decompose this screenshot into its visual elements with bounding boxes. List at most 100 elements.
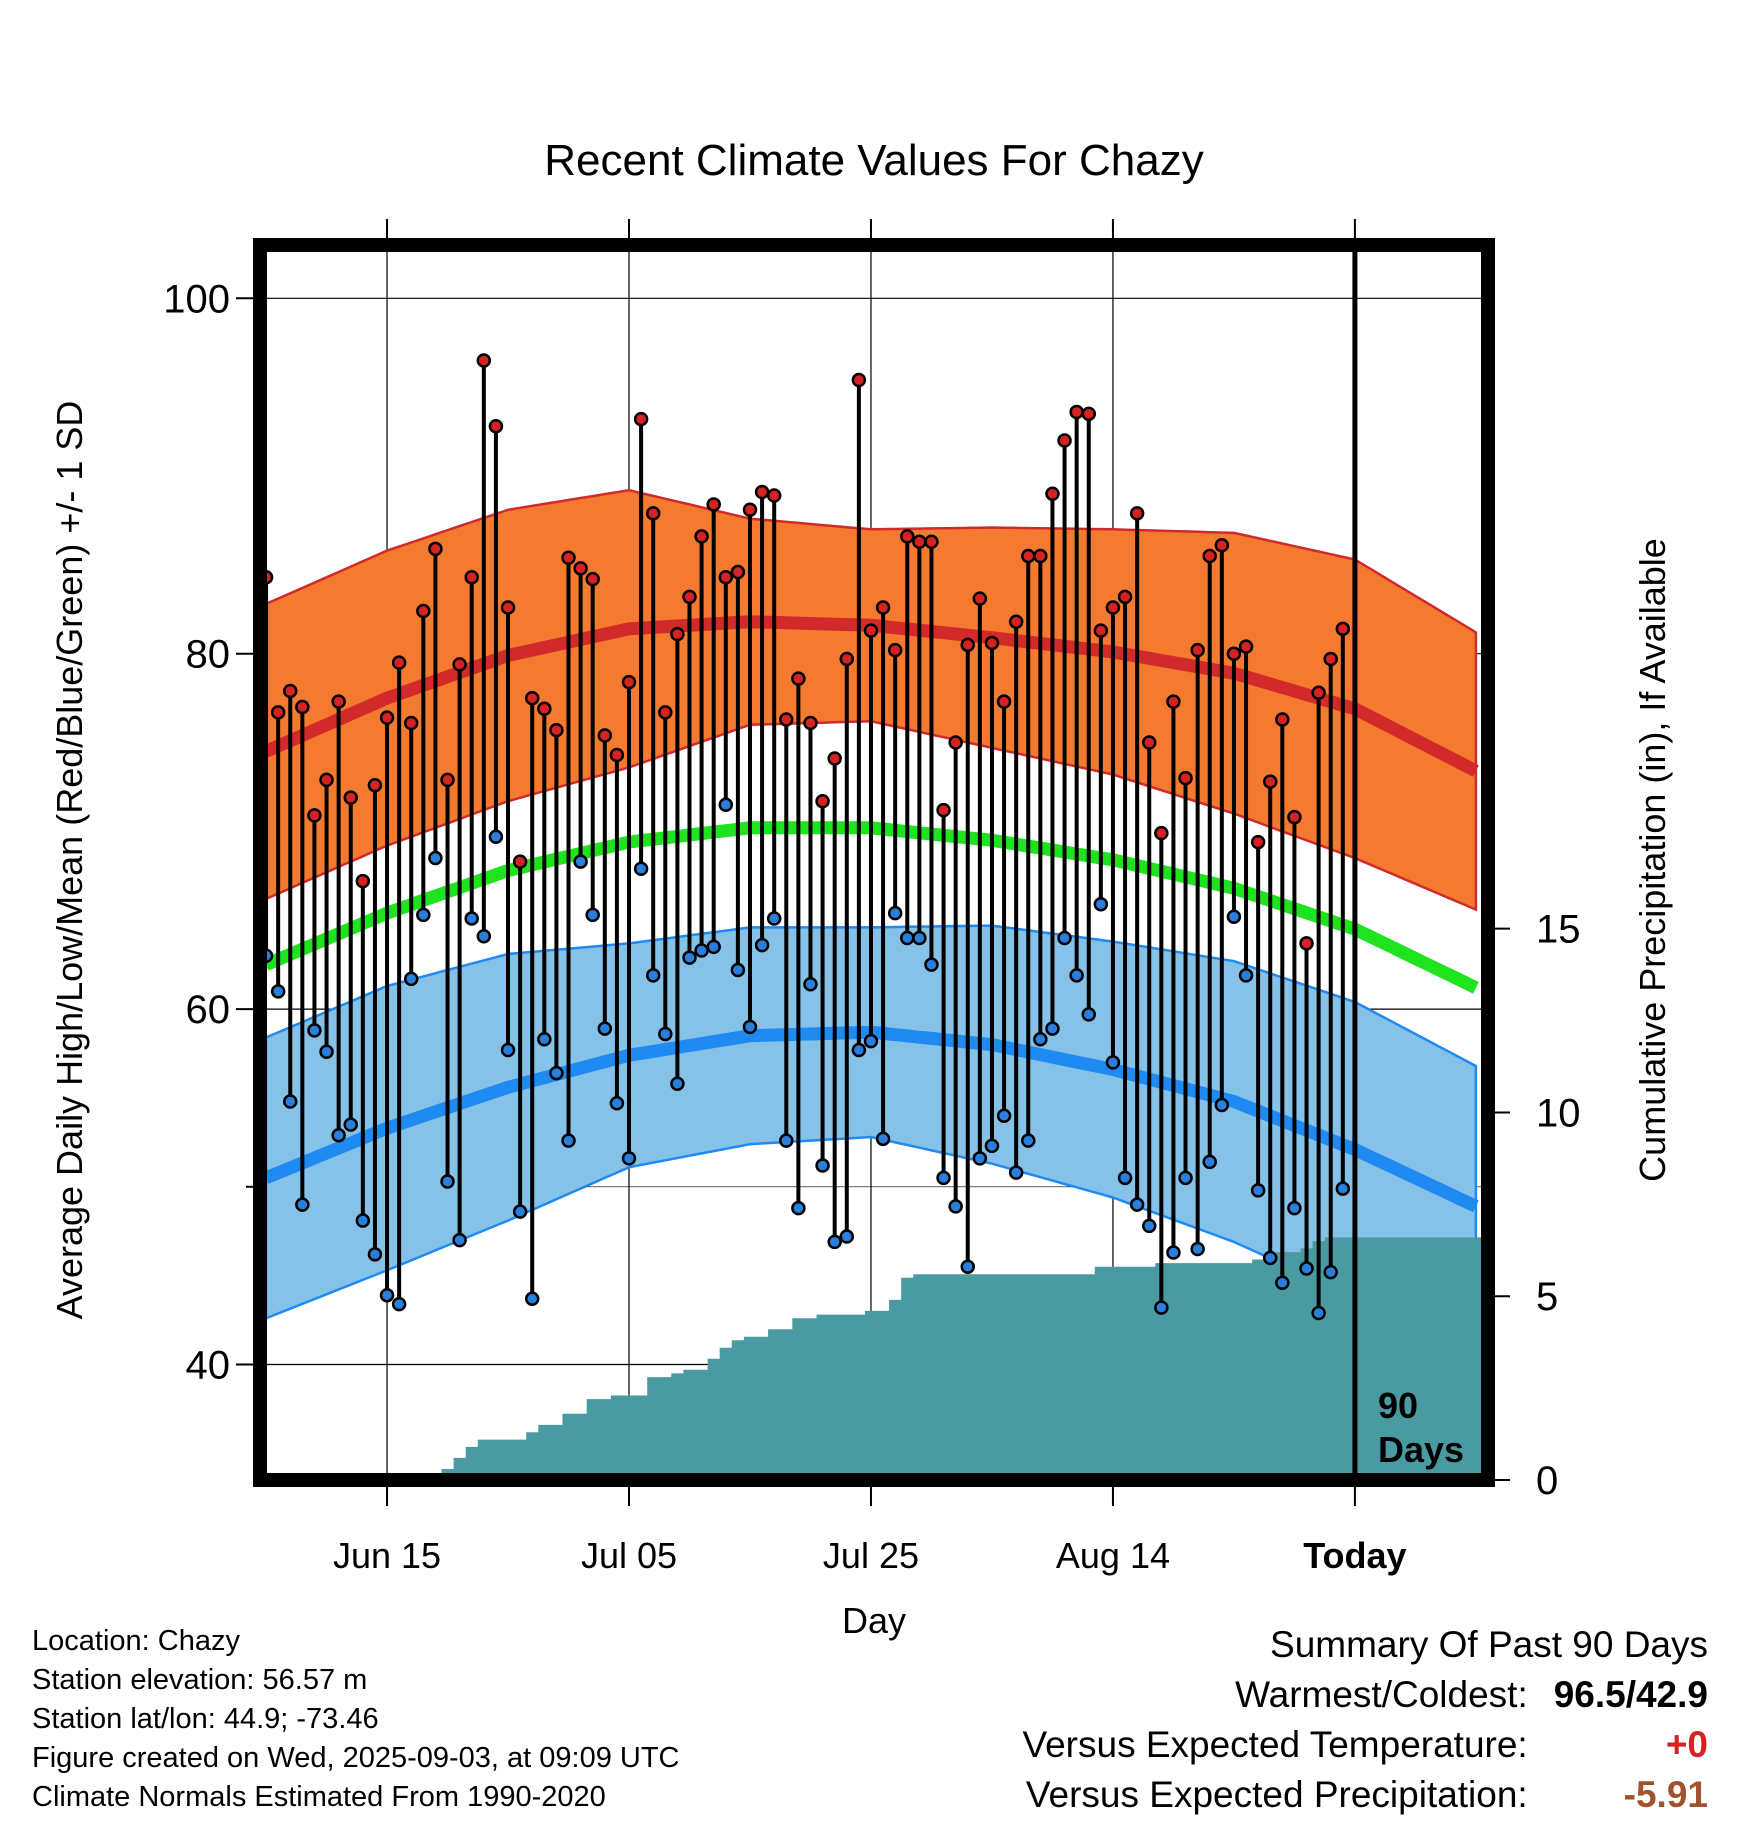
today-days-number: 90 — [1378, 1385, 1418, 1426]
daily-low-point — [561, 1133, 576, 1148]
daily-low-point — [573, 854, 588, 869]
daily-low-point — [391, 1296, 407, 1312]
daily-low-point — [1238, 968, 1254, 983]
daily-high-point — [367, 777, 383, 793]
daily-high-point — [403, 715, 419, 731]
cumulative-precip-area — [260, 1237, 1482, 1480]
daily-low-point — [851, 1042, 867, 1058]
daily-high-point — [1262, 774, 1278, 789]
daily-high-point — [428, 541, 443, 557]
daily-high-point — [585, 571, 600, 587]
daily-low-point — [803, 976, 818, 992]
daily-high-point — [996, 694, 1012, 709]
daily-high-point — [730, 564, 746, 580]
daily-low-point — [1190, 1241, 1205, 1257]
daily-high-point — [488, 419, 504, 434]
daily-low-point — [730, 962, 746, 978]
daily-high-point — [549, 722, 564, 738]
y2-axis-label: Cumulative Precipitation (in), If Availa… — [1632, 538, 1673, 1182]
daily-high-point — [331, 694, 346, 709]
daily-low-point — [1262, 1250, 1278, 1266]
created-text: Figure created on Wed, 2025-09-03, at 09… — [32, 1742, 680, 1774]
daily-high-point — [936, 802, 951, 818]
y2-tick-label: 0 — [1536, 1459, 1558, 1503]
warmest-coldest-value: 96.5/42.9 — [1553, 1674, 1708, 1715]
daily-low-point — [633, 861, 649, 876]
daily-dots — [258, 353, 1351, 1321]
daily-high-point — [706, 497, 721, 512]
daily-high-point — [1033, 548, 1048, 564]
daily-high-point — [1057, 433, 1072, 448]
daily-high-point — [1178, 770, 1193, 786]
daily-low-point — [597, 1021, 613, 1036]
plot-area — [258, 245, 1488, 1480]
daily-low-point — [1093, 897, 1109, 912]
daily-high-point — [440, 772, 455, 788]
y2-tick-label: 10 — [1536, 1091, 1581, 1135]
daily-high-point — [863, 623, 879, 638]
daily-high-point — [1081, 406, 1096, 422]
location-text: Location: Chazy — [32, 1625, 240, 1657]
daily-high-point — [524, 690, 540, 706]
daily-range-stems — [264, 360, 1345, 1313]
daily-low-point — [1021, 1133, 1036, 1148]
daily-high-point — [597, 728, 613, 743]
daily-low-point — [1311, 1305, 1326, 1321]
daily-high-point — [766, 488, 782, 503]
daily-high-point — [754, 484, 770, 500]
daily-low-point — [1299, 1261, 1314, 1276]
daily-high-point — [621, 674, 637, 690]
daily-low-point — [319, 1044, 334, 1059]
daily-high-point — [1105, 600, 1121, 615]
y2-tick-label: 15 — [1536, 908, 1581, 952]
daily-low-point — [488, 829, 504, 844]
daily-high-point — [464, 570, 479, 585]
daily-high-point — [1226, 646, 1242, 661]
daily-high-point — [960, 637, 976, 653]
today-marker: 90 Days — [1352, 245, 1464, 1480]
daily-low-point — [791, 1200, 806, 1216]
daily-high-point — [827, 751, 842, 766]
daily-low-point — [1323, 1264, 1338, 1280]
x-tick-label: Jun 15 — [333, 1535, 441, 1576]
temp-label: Versus Expected Temperature: — [1022, 1724, 1528, 1765]
y-axis-label: Average Daily High/Low/Mean (Red/Blue/Gr… — [49, 401, 90, 1320]
daily-high-point — [319, 772, 334, 788]
daily-low-point — [875, 1131, 891, 1147]
daily-low-point — [500, 1042, 516, 1058]
daily-high-point — [900, 529, 915, 544]
y2-axis: 0 5 10 15 — [1488, 908, 1581, 1503]
daily-low-point — [403, 971, 419, 987]
daily-low-point — [1214, 1097, 1230, 1113]
daily-low-point — [682, 950, 697, 965]
daily-low-point — [827, 1234, 842, 1250]
daily-high-point — [1335, 621, 1351, 637]
daily-high-point — [343, 790, 358, 805]
daily-low-point — [900, 930, 915, 946]
daily-high-point — [609, 747, 625, 763]
daily-low-point — [270, 984, 286, 999]
daily-high-point — [1202, 548, 1217, 564]
daily-high-point — [924, 534, 939, 550]
daily-high-point — [1093, 623, 1109, 638]
normals-text: Climate Normals Estimated From 1990-2020 — [32, 1781, 606, 1813]
daily-low-point — [766, 911, 782, 926]
daily-high-point — [307, 808, 322, 823]
daily-high-point — [912, 534, 927, 550]
daily-high-point — [500, 600, 516, 615]
daily-low-point — [1166, 1245, 1181, 1260]
daily-high-point — [791, 671, 806, 686]
y-tick-label: 80 — [186, 633, 231, 677]
summary-panel: Summary Of Past 90 Days Warmest/Coldest:… — [1022, 1620, 1708, 1820]
daily-low-point — [1287, 1200, 1302, 1216]
daily-high-point — [633, 411, 649, 427]
daily-high-point — [1021, 548, 1036, 564]
precip-value: -5.91 — [1623, 1774, 1708, 1815]
daily-low-point — [379, 1287, 395, 1303]
daily-high-point — [282, 683, 298, 699]
daily-high-point — [694, 529, 709, 544]
x-tick-label: Aug 14 — [1056, 1535, 1170, 1576]
daily-high-point — [984, 635, 1000, 651]
daily-low-point — [839, 1229, 855, 1244]
